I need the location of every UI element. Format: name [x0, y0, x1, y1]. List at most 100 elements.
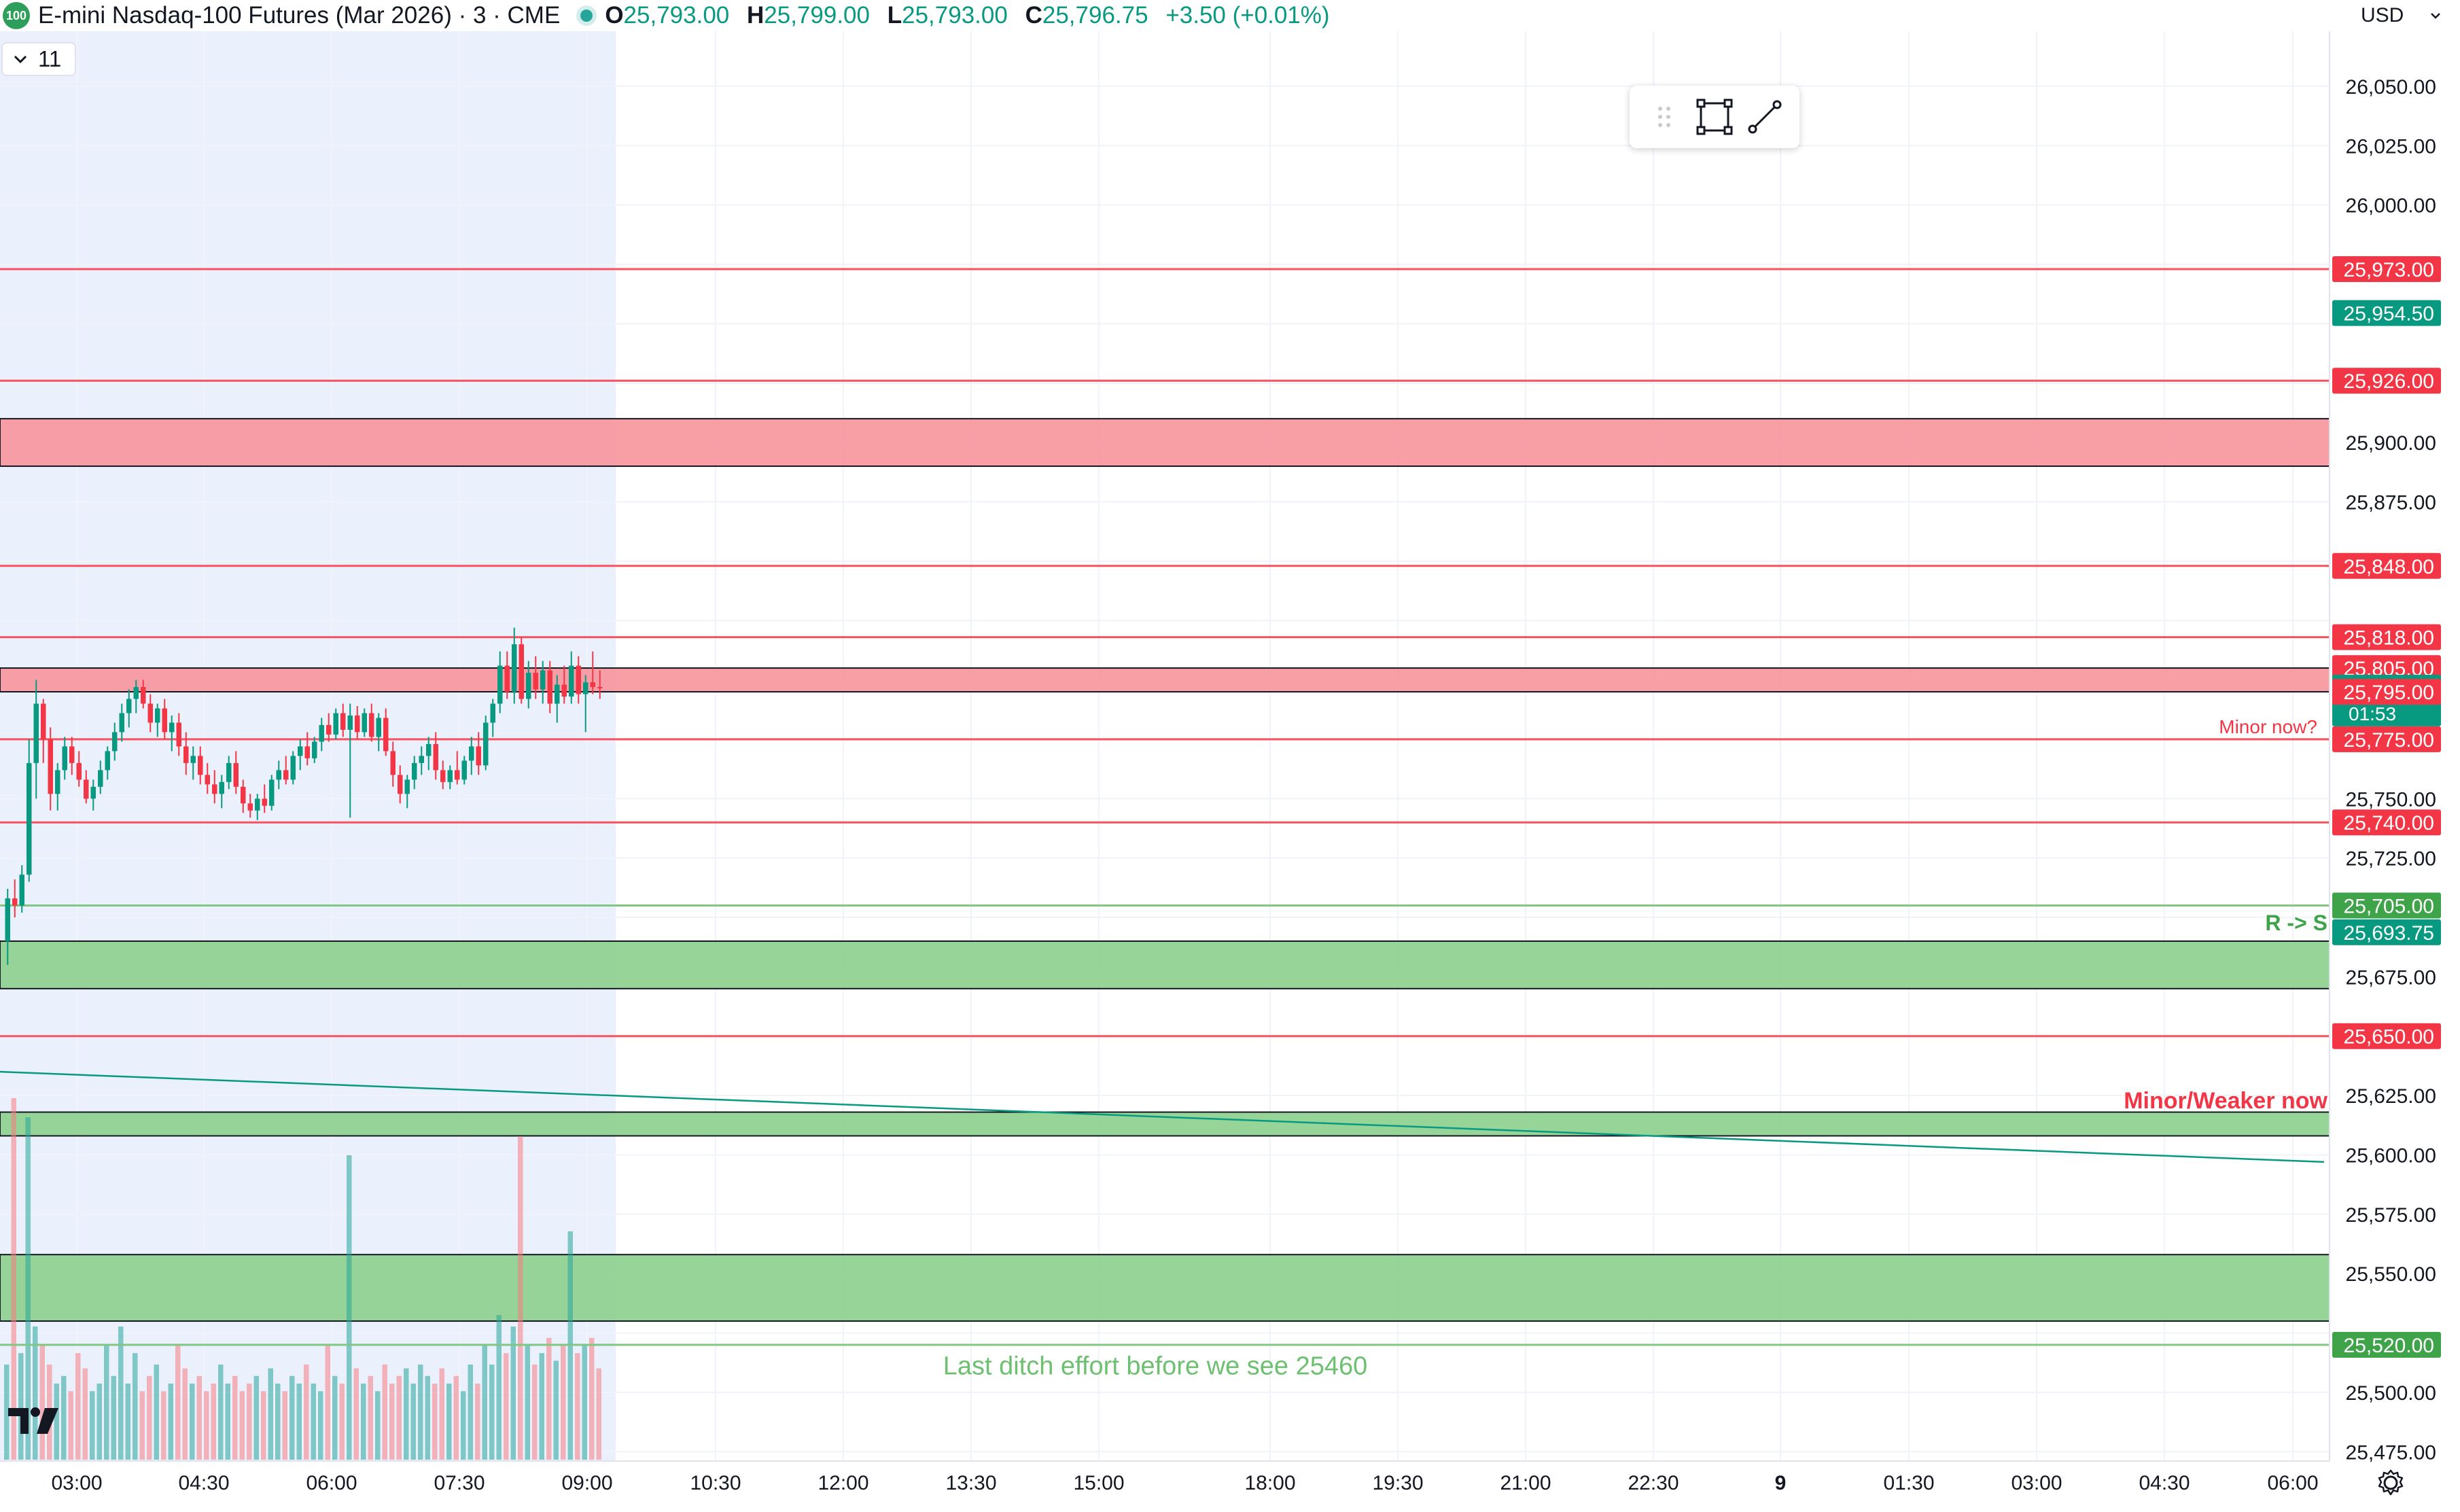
price-label-box[interactable] [2332, 256, 2441, 282]
volume-bar [275, 1384, 281, 1460]
price-label-box[interactable] [2332, 368, 2441, 394]
price-label-box[interactable] [2332, 552, 2441, 579]
currency-selector[interactable]: USD [2351, 0, 2453, 31]
price-label-box[interactable] [2332, 1023, 2441, 1049]
price-label-text[interactable]: 25,740.00 [2344, 812, 2434, 834]
price-axis[interactable]: 26,050.00 26,025.00 26,000.00 25,900.00 25,8… [2329, 31, 2441, 1464]
candle-body [84, 779, 89, 799]
candle-body [576, 665, 581, 695]
volume-bar [432, 1384, 438, 1460]
candle-body [461, 760, 467, 780]
volume-bar [304, 1365, 309, 1460]
price-label-text[interactable]: 25,650.00 [2344, 1026, 2434, 1049]
symbol-logo[interactable]: 100 [3, 2, 30, 29]
volume-bar [104, 1346, 109, 1460]
volume-bar [410, 1384, 416, 1460]
price-label-box[interactable] [2332, 892, 2441, 919]
candle-body [27, 762, 32, 875]
volume-bar [382, 1365, 387, 1460]
annotation-label[interactable]: R -> S [2265, 911, 2327, 935]
price-label-text[interactable]: 25,818.00 [2344, 627, 2434, 650]
candle-body [255, 798, 260, 811]
volume-bar [18, 1353, 24, 1460]
open-label: O [605, 2, 624, 29]
volume-bar [318, 1391, 323, 1460]
zone-resistance[interactable] [0, 418, 2330, 468]
interval-control[interactable]: 11 [1, 42, 77, 76]
volume-bar [218, 1365, 224, 1460]
price-label-text[interactable]: 25,705.00 [2344, 896, 2434, 918]
price-label-text[interactable]: 25,520.00 [2344, 1335, 2434, 1357]
close-label: C [1025, 2, 1042, 29]
candle-body [561, 684, 567, 697]
price-label-text[interactable]: 25,693.75 [2344, 922, 2434, 945]
candle-body [347, 715, 353, 730]
candle-body [469, 746, 474, 761]
price-label-text[interactable]: 25,795.00 [2344, 682, 2434, 704]
symbol-title[interactable]: E-mini Nasdaq-100 Futures (Mar 2026) · 3… [38, 2, 561, 29]
annotation-label[interactable]: Last ditch effort before we see 25460 [943, 1352, 1368, 1380]
volume-bars [4, 1098, 601, 1460]
floating-drawing-toolbar[interactable] [1630, 86, 1799, 148]
zone-resistance[interactable] [0, 667, 2330, 693]
annotation-label[interactable]: Minor now? [2219, 716, 2317, 737]
candle-body [362, 713, 367, 733]
price-tick-label: 25,550.00 [2346, 1263, 2436, 1286]
volume-bar [325, 1346, 330, 1460]
volume-bar [375, 1391, 381, 1460]
volume-bar [296, 1384, 302, 1460]
trendline-line[interactable] [0, 1070, 2325, 1163]
price-label-box[interactable] [2332, 300, 2441, 326]
candle-body [141, 687, 146, 704]
market-status-icon[interactable] [580, 10, 593, 22]
price-label-box[interactable] [2332, 726, 2441, 752]
candle-body [155, 708, 160, 723]
volume-bar [289, 1375, 295, 1460]
price-label-text[interactable]: 25,848.00 [2344, 556, 2434, 578]
annotation-label[interactable]: Minor/Weaker now [2124, 1088, 2327, 1114]
volume-bar [518, 1136, 523, 1460]
price-label-box[interactable] [2332, 679, 2441, 705]
volume-bar [482, 1346, 487, 1460]
tradingview-logo-icon[interactable] [5, 1401, 63, 1442]
price-label-text[interactable]: 25,926.00 [2344, 370, 2434, 393]
zone-support[interactable] [0, 940, 2330, 989]
drag-dots-icon[interactable] [1640, 93, 1688, 141]
rectangle-tool-icon[interactable] [1691, 93, 1738, 141]
price-label-text[interactable]: 25,973.00 [2344, 259, 2434, 281]
candle-body [241, 786, 246, 804]
price-label-text[interactable]: 25,775.00 [2344, 729, 2434, 752]
volume-bar [418, 1365, 423, 1460]
price-label-box[interactable] [2332, 919, 2441, 945]
price-label-box[interactable] [2332, 624, 2441, 650]
candle-body [212, 784, 217, 794]
candle-body [119, 713, 124, 733]
volume-bar [332, 1375, 338, 1460]
price-label-box[interactable] [2332, 1332, 2441, 1358]
candle-body [205, 775, 210, 785]
trendline[interactable] [0, 1070, 2325, 1163]
volume-bar [461, 1391, 466, 1460]
candle-body [262, 798, 267, 806]
candle-body [176, 722, 181, 747]
candle-body [147, 703, 153, 723]
candle-body [190, 756, 196, 763]
time-tick-label: 04:30 [178, 1472, 229, 1494]
price-label-box[interactable] [2332, 809, 2441, 836]
gear-icon[interactable] [2376, 1468, 2406, 1498]
time-axis[interactable]: 03:00 04:30 06:00 07:30 09:00 10:30 12:00 13:30… [0, 1460, 2330, 1494]
price-label-text[interactable]: 25,954.50 [2344, 303, 2434, 326]
trendline-tool-icon[interactable] [1741, 93, 1789, 141]
time-tick-label: 07:30 [434, 1472, 485, 1494]
close-value: 25,796.75 [1042, 2, 1148, 29]
price-tick-label: 25,900.00 [2346, 432, 2436, 455]
volume-bar [75, 1353, 81, 1460]
volume-bar [368, 1375, 373, 1460]
volume-bar [489, 1365, 495, 1460]
zone-support[interactable] [0, 1111, 2330, 1137]
annotations[interactable]: Minor now? R -> S Minor/Weaker now Last dit… [943, 716, 2328, 1381]
price-label-box[interactable] [2332, 655, 2441, 682]
candle-body [76, 762, 82, 780]
horizontal-levels[interactable] [0, 268, 2330, 1346]
